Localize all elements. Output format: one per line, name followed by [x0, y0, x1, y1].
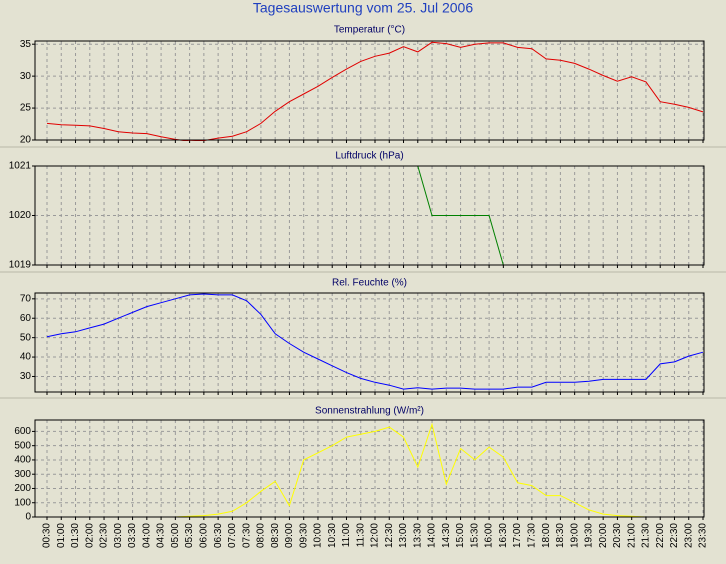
y-tick-label: 1020	[9, 210, 32, 221]
data-line	[46, 293, 704, 390]
x-tick-label: 04:30	[156, 523, 167, 548]
y-tick-label: 400	[14, 455, 31, 466]
x-tick-label: 02:00	[84, 523, 95, 548]
x-tick-label: 04:00	[141, 523, 152, 548]
x-tick-label: 01:30	[70, 523, 81, 548]
plot-frame	[34, 419, 705, 518]
x-tick-label: 03:30	[127, 523, 138, 548]
x-tick-label: 16:30	[498, 523, 509, 548]
x-tick-label: 09:30	[298, 523, 309, 548]
x-tick-label: 18:30	[555, 523, 566, 548]
y-tick-label: 30	[20, 371, 32, 382]
y-tick-label: 40	[20, 352, 32, 363]
x-tick-label: 00:30	[42, 523, 53, 548]
x-tick-label: 12:00	[370, 523, 381, 548]
x-tick-label: 11:00	[341, 523, 352, 548]
x-tick-label: 11:30	[355, 523, 366, 548]
x-tick-label: 16:00	[484, 523, 495, 548]
x-tick-label: 01:00	[56, 523, 67, 548]
x-tick-label: 22:30	[669, 523, 680, 548]
x-tick-label: 22:00	[655, 523, 666, 548]
y-tick-label: 0	[25, 512, 31, 523]
x-tick-label: 07:00	[227, 523, 238, 548]
x-tick-label: 02:30	[99, 523, 110, 548]
x-tick-label: 06:30	[213, 523, 224, 548]
x-tick-label: 14:30	[441, 523, 452, 548]
x-tick-label: 03:00	[113, 523, 124, 548]
x-tick-label: 23:30	[698, 523, 709, 548]
page-title: Tagesauswertung vom 25. Jul 2006	[253, 0, 473, 16]
x-tick-label: 15:00	[455, 523, 466, 548]
y-tick-label: 1019	[9, 260, 32, 271]
x-tick-label: 08:00	[256, 523, 267, 548]
panel-title: Temperatur (°C)	[334, 25, 405, 36]
x-tick-label: 13:30	[412, 523, 423, 548]
x-tick-label: 15:30	[469, 523, 480, 548]
x-tick-label: 17:00	[512, 523, 523, 548]
plot-frame	[34, 40, 705, 141]
x-tick-label: 18:00	[541, 523, 552, 548]
x-tick-label: 14:00	[427, 523, 438, 548]
x-tick-label: 21:00	[626, 523, 637, 548]
x-tick-label: 12:30	[384, 523, 395, 548]
plot-frame	[34, 292, 705, 393]
x-tick-label: 07:30	[241, 523, 252, 548]
x-tick-label: 20:00	[598, 523, 609, 548]
x-tick-label: 17:30	[527, 523, 538, 548]
y-tick-label: 100	[14, 497, 31, 508]
y-tick-label: 600	[14, 426, 31, 437]
y-tick-label: 1021	[9, 161, 32, 172]
panel-title: Rel. Feuchte (%)	[332, 278, 407, 289]
x-tick-label: 21:30	[641, 523, 652, 548]
y-tick-label: 500	[14, 440, 31, 451]
y-tick-label: 70	[20, 293, 32, 304]
y-tick-label: 60	[20, 313, 32, 324]
y-tick-label: 20	[20, 135, 32, 146]
y-tick-label: 300	[14, 469, 31, 480]
x-tick-label: 10:00	[313, 523, 324, 548]
y-tick-label: 200	[14, 483, 31, 494]
y-tick-label: 25	[20, 103, 32, 114]
data-line	[46, 41, 704, 141]
panel-title: Sonnenstrahlung (W/m²)	[315, 406, 424, 417]
panel-title: Luftdruck (hPa)	[335, 151, 403, 162]
x-tick-label: 08:30	[270, 523, 281, 548]
y-tick-label: 35	[20, 39, 32, 50]
x-tick-label: 19:00	[569, 523, 580, 548]
plot-frame	[34, 165, 705, 266]
x-tick-label: 05:00	[170, 523, 181, 548]
x-tick-label: 19:30	[584, 523, 595, 548]
x-tick-label: 10:30	[327, 523, 338, 548]
y-tick-label: 50	[20, 332, 32, 343]
x-tick-label: 06:00	[199, 523, 210, 548]
x-tick-label: 20:30	[612, 523, 623, 548]
x-tick-label: 23:00	[683, 523, 694, 548]
y-tick-label: 30	[20, 71, 32, 82]
x-tick-label: 09:00	[284, 523, 295, 548]
x-tick-label: 13:00	[398, 523, 409, 548]
x-tick-label: 05:30	[184, 523, 195, 548]
